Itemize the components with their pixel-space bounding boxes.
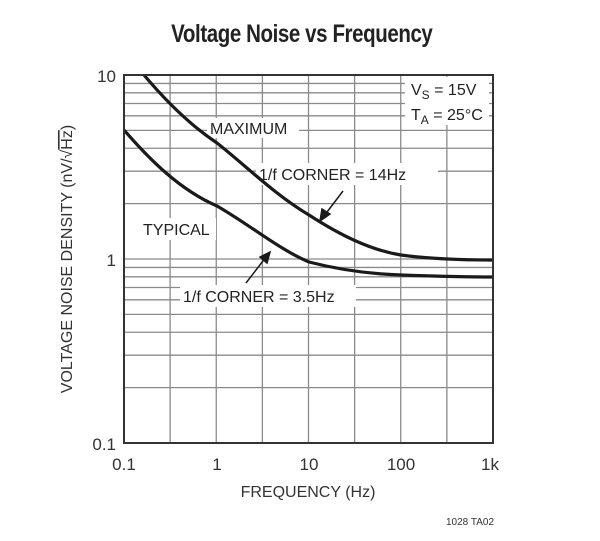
y-tick-0.1: 0.1 xyxy=(92,435,116,454)
figure-code: 1028 TA02 xyxy=(446,517,495,528)
x-axis-label: FREQUENCY (Hz) xyxy=(241,484,376,501)
arrow-corner-max xyxy=(318,190,344,223)
x-tick-0.1: 0.1 xyxy=(112,455,136,474)
curve-maximum xyxy=(142,73,494,262)
sqrt-symbol: √ xyxy=(59,149,76,158)
svg-text:VS = 15V: VS = 15V xyxy=(411,82,477,102)
label-maximum: MAXIMUM xyxy=(210,121,287,138)
curve-typical xyxy=(122,128,494,279)
x-tick-100: 100 xyxy=(387,455,415,474)
label-typical: TYPICAL xyxy=(143,222,210,239)
svg-text:TA = 25°C: TA = 25°C xyxy=(411,107,483,127)
chart-title: Voltage Noise vs Frequency xyxy=(171,20,433,48)
x-tick-10: 10 xyxy=(300,455,319,474)
svg-text:VOLTAGE NOISE DENSITY (nV/√Hz): VOLTAGE NOISE DENSITY (nV/√Hz) xyxy=(59,125,76,393)
plot-frame xyxy=(123,74,494,444)
label-corner-max: 1/f CORNER = 14Hz xyxy=(259,167,406,184)
x-tick-1k: 1k xyxy=(481,455,499,474)
y-tick-labels: 10 1 0.1 xyxy=(92,67,116,454)
y-axis-label-hz: Hz xyxy=(59,130,76,150)
y-tick-1: 1 xyxy=(107,251,116,270)
vs-value: = 15V xyxy=(430,82,477,99)
y-axis-label-end: ) xyxy=(59,125,76,130)
ta-value: = 25°C xyxy=(429,107,483,124)
vs-subscript: S xyxy=(422,88,430,102)
ta-subscript: A xyxy=(421,113,429,127)
arrow-corner-typ xyxy=(245,250,272,284)
ta-symbol: T xyxy=(411,107,421,124)
x-tick-labels: 0.1 1 10 100 1k xyxy=(112,455,499,474)
y-axis-label-main: VOLTAGE NOISE DENSITY (nV/ xyxy=(59,158,76,393)
x-tick-1: 1 xyxy=(212,455,221,474)
vs-symbol: V xyxy=(411,82,422,99)
label-backgrounds xyxy=(140,77,489,307)
y-axis-label: VOLTAGE NOISE DENSITY (nV/√Hz) xyxy=(59,125,76,393)
y-tick-10: 10 xyxy=(97,67,116,86)
conditions-box: VS = 15V TA = 25°C xyxy=(411,82,483,127)
label-corner-typ: 1/f CORNER = 3.5Hz xyxy=(183,289,335,306)
